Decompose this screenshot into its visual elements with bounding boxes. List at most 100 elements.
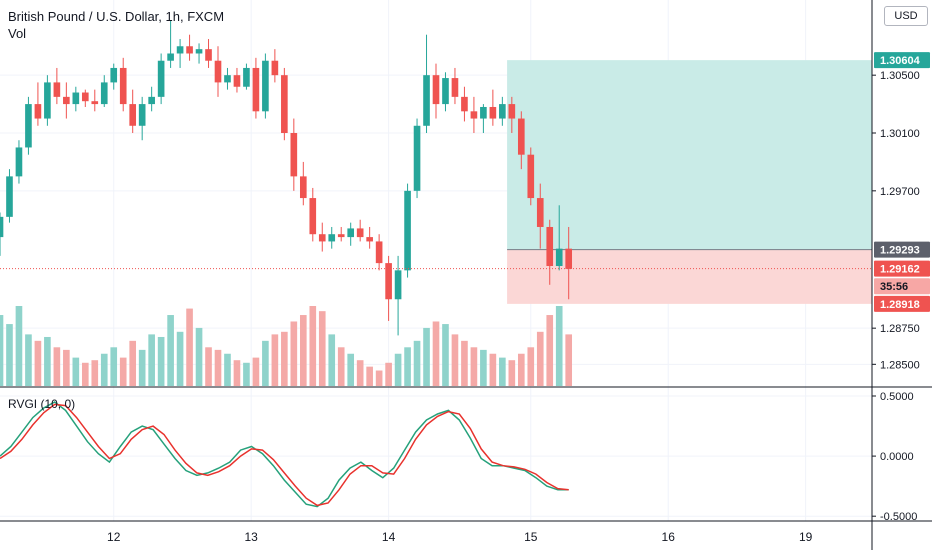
volume-bar xyxy=(157,336,165,386)
volume-bar xyxy=(186,308,193,386)
candle-body[interactable] xyxy=(243,67,250,87)
volume-bar xyxy=(480,349,487,386)
volume-bar xyxy=(243,362,250,386)
candle-body[interactable] xyxy=(34,104,42,119)
candle-body[interactable] xyxy=(44,82,51,119)
candle-body[interactable] xyxy=(6,176,13,217)
volume-bar xyxy=(394,353,402,386)
candle-body[interactable] xyxy=(309,198,317,235)
volume-bar xyxy=(0,315,4,386)
candle-body[interactable] xyxy=(432,75,440,105)
volume-bar xyxy=(129,340,137,386)
position-target-zone[interactable] xyxy=(507,60,872,250)
volume-bar xyxy=(404,347,411,386)
volume-bar xyxy=(233,360,241,386)
price-label-stop[interactable] xyxy=(874,295,930,312)
price-label-text-last: 1.29162 xyxy=(880,264,920,276)
volume-bar xyxy=(290,321,298,386)
candle-body[interactable] xyxy=(461,96,468,112)
candle-body[interactable] xyxy=(148,96,155,105)
candle-body[interactable] xyxy=(119,67,127,105)
candle-body[interactable] xyxy=(224,75,231,83)
price-label-text-target: 1.30604 xyxy=(880,55,921,67)
candle-body[interactable] xyxy=(290,133,298,177)
candle-body[interactable] xyxy=(337,234,345,238)
candle-body[interactable] xyxy=(25,104,32,148)
candle-body[interactable] xyxy=(0,216,4,238)
candle-body[interactable] xyxy=(318,234,326,242)
volume-bar xyxy=(461,340,468,386)
candle-body[interactable] xyxy=(72,92,80,105)
volume-bar xyxy=(299,315,307,386)
candle-body[interactable] xyxy=(375,241,383,264)
candle-body[interactable] xyxy=(423,75,430,126)
candle-body[interactable] xyxy=(347,228,355,238)
candle-body[interactable] xyxy=(262,60,269,112)
price-label-countdown[interactable] xyxy=(874,278,930,295)
candle-body[interactable] xyxy=(110,67,118,83)
candle-body[interactable] xyxy=(470,111,478,119)
candle-body[interactable] xyxy=(508,104,516,119)
candle-body[interactable] xyxy=(394,270,402,300)
currency-button[interactable]: USD xyxy=(884,6,928,26)
volume-bar xyxy=(53,347,61,386)
rvgi-tick-label: 0.5000 xyxy=(880,391,914,403)
price-label-target[interactable] xyxy=(874,52,930,69)
price-label-text-entry: 1.29293 xyxy=(880,245,920,257)
candle-body[interactable] xyxy=(480,106,487,119)
candle-body[interactable] xyxy=(81,92,89,102)
candle-body[interactable] xyxy=(442,78,449,105)
candle-body[interactable] xyxy=(15,147,23,177)
candle-body[interactable] xyxy=(186,46,193,54)
candle-body[interactable] xyxy=(233,75,241,87)
price-label-last[interactable] xyxy=(874,260,930,277)
candle-body[interactable] xyxy=(176,46,184,54)
candle-body[interactable] xyxy=(195,49,203,54)
candle-body[interactable] xyxy=(517,118,525,155)
candle-body[interactable] xyxy=(451,78,459,97)
candle-body[interactable] xyxy=(129,104,137,126)
time-tick-label: 15 xyxy=(524,530,538,544)
volume-bar xyxy=(470,347,478,386)
candle-body[interactable] xyxy=(385,263,392,300)
candle-body[interactable] xyxy=(299,176,307,199)
candle-body[interactable] xyxy=(555,248,563,267)
candle-body[interactable] xyxy=(281,75,288,134)
candle-body[interactable] xyxy=(252,67,260,112)
volume-bar xyxy=(328,334,336,386)
candle-body[interactable] xyxy=(53,82,61,97)
time-tick-label: 19 xyxy=(799,530,813,544)
candle-body[interactable] xyxy=(328,234,336,242)
candle-body[interactable] xyxy=(536,198,544,227)
candle-body[interactable] xyxy=(100,82,108,105)
candle-body[interactable] xyxy=(565,248,573,269)
volume-bar xyxy=(517,353,525,386)
candle-body[interactable] xyxy=(138,104,146,126)
volume-bar xyxy=(536,331,544,386)
volume-bar xyxy=(15,306,23,386)
candle-body[interactable] xyxy=(499,104,506,119)
rvgi-series-1 xyxy=(0,403,569,507)
candle-body[interactable] xyxy=(167,53,174,61)
candle-body[interactable] xyxy=(271,60,279,76)
volume-bar xyxy=(347,353,355,386)
volume-bar xyxy=(413,340,421,386)
volume-bar xyxy=(318,311,326,386)
candle-body[interactable] xyxy=(546,226,554,267)
candle-body[interactable] xyxy=(205,49,212,61)
candle-body[interactable] xyxy=(404,190,411,271)
candle-body[interactable] xyxy=(157,60,165,97)
price-label-entry[interactable] xyxy=(874,241,930,258)
volume-bar xyxy=(423,327,430,386)
volume-bar xyxy=(100,353,108,386)
candle-body[interactable] xyxy=(413,125,421,191)
candle-body[interactable] xyxy=(63,96,70,105)
candle-body[interactable] xyxy=(356,228,364,238)
candle-body[interactable] xyxy=(366,237,373,242)
candle-body[interactable] xyxy=(214,60,222,83)
candle-body[interactable] xyxy=(527,154,535,199)
candle-body[interactable] xyxy=(91,101,99,105)
candle-body[interactable] xyxy=(489,106,497,119)
